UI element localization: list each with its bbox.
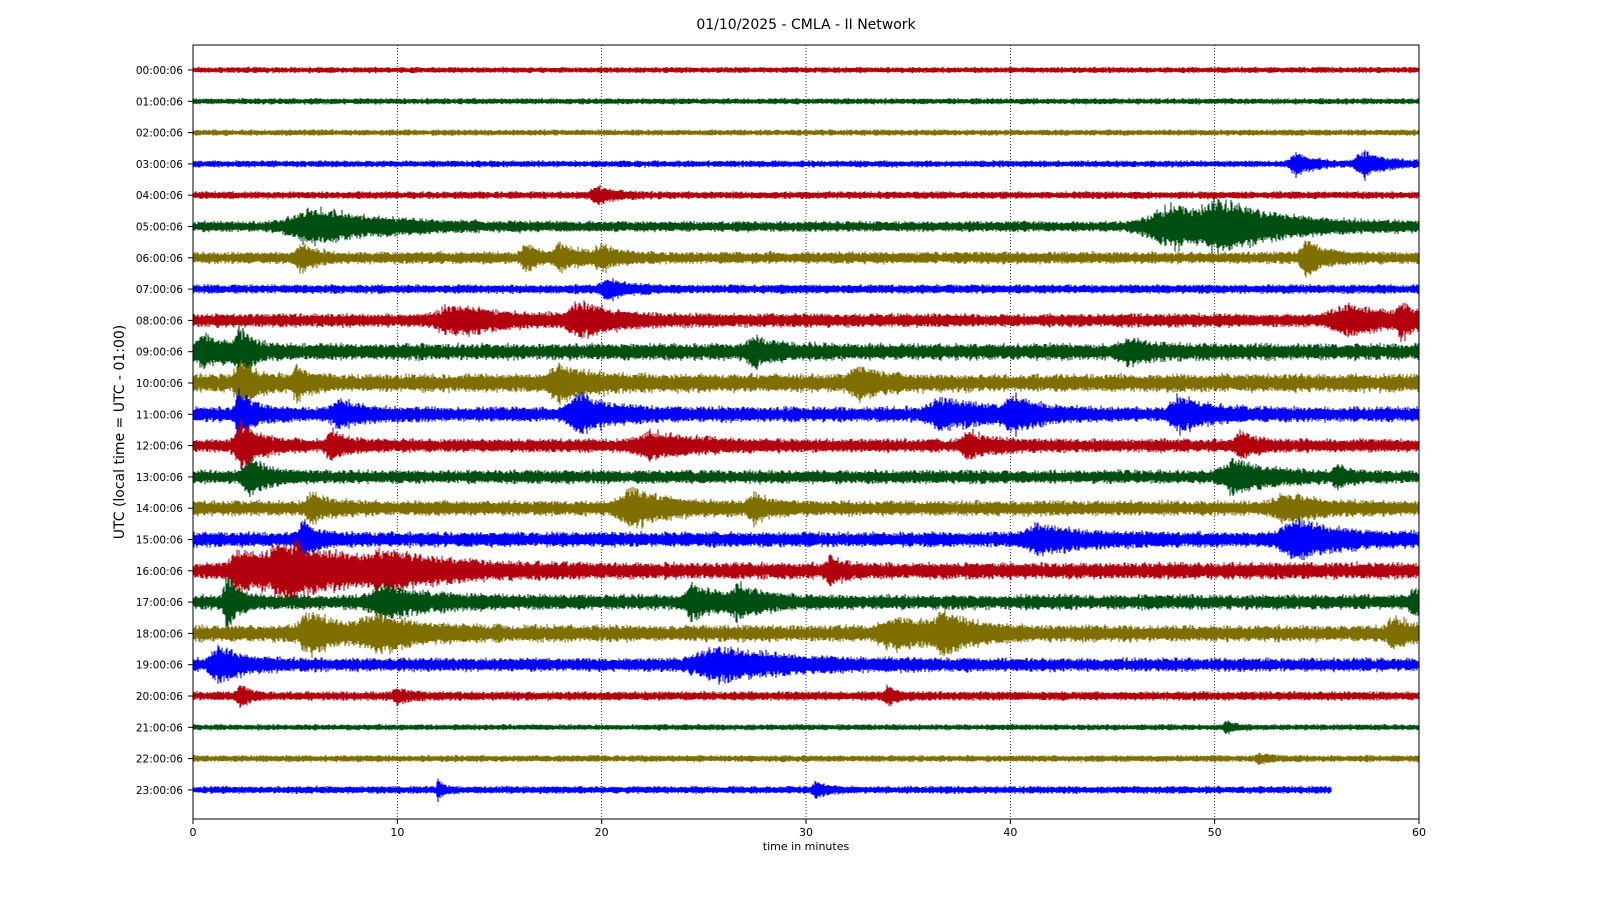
row-time-label: 07:00:06 <box>136 284 183 296</box>
row-time-label: 17:00:06 <box>136 597 183 609</box>
row-time-label: 12:00:06 <box>136 441 183 453</box>
row-time-label: 06:00:06 <box>136 253 183 265</box>
x-tick-label: 10 <box>390 826 404 839</box>
x-tick-label: 30 <box>799 826 813 839</box>
row-time-label: 15:00:06 <box>136 535 183 547</box>
row-time-label: 22:00:06 <box>136 754 183 766</box>
row-time-label: 01:00:06 <box>136 96 183 108</box>
row-time-label: 05:00:06 <box>136 222 183 234</box>
row-time-label: 21:00:06 <box>136 722 183 734</box>
row-time-label: 03:00:06 <box>136 159 183 171</box>
row-time-label: 19:00:06 <box>136 660 183 672</box>
chart-title: 01/10/2025 - CMLA - II Network <box>696 17 916 33</box>
x-tick-label: 0 <box>190 826 197 839</box>
row-time-label: 14:00:06 <box>136 503 183 515</box>
row-time-label: 13:00:06 <box>136 472 183 484</box>
x-tick-labels: 0 10 20 30 40 50 60 <box>190 819 1426 839</box>
row-time-label: 08:00:06 <box>136 315 183 327</box>
row-time-label: 23:00:06 <box>136 785 183 797</box>
row-time-label: 09:00:06 <box>136 347 183 359</box>
row-time-label: 20:00:06 <box>136 691 183 703</box>
row-time-label: 16:00:06 <box>136 566 183 578</box>
row-time-label: 00:00:06 <box>136 65 183 77</box>
x-tick-label: 50 <box>1208 826 1222 839</box>
x-tick-label: 20 <box>595 826 609 839</box>
x-tick-label: 60 <box>1412 826 1426 839</box>
row-time-label: 02:00:06 <box>136 128 183 140</box>
y-axis-label: UTC (local time = UTC - 01:00) <box>112 325 128 540</box>
x-tick-label: 40 <box>1003 826 1017 839</box>
row-time-label: 11:00:06 <box>136 409 183 421</box>
row-time-label: 18:00:06 <box>136 628 183 640</box>
row-time-label: 04:00:06 <box>136 190 183 202</box>
row-time-label: 10:00:06 <box>136 378 183 390</box>
x-axis-label: time in minutes <box>763 840 850 853</box>
y-tick-labels: 00:00:06 01:00:06 02:00:06 03:00:06 04:00:06… <box>136 65 193 797</box>
